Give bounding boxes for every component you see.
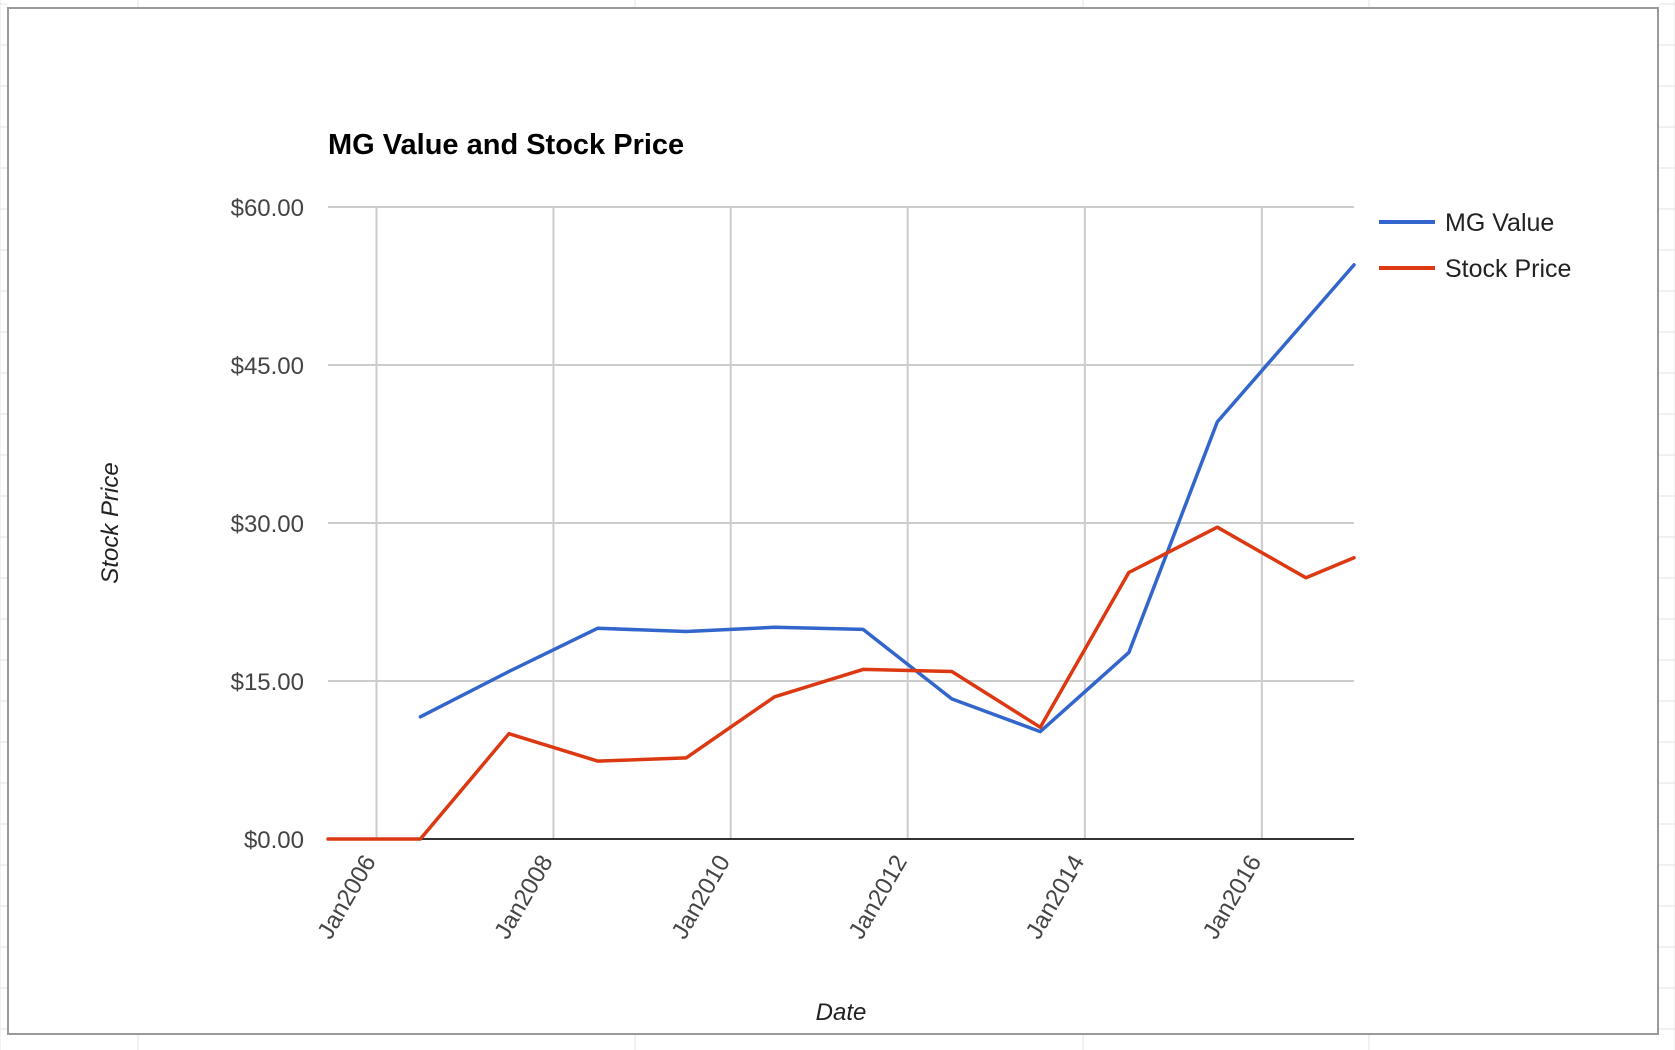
chart-container[interactable]: $0.00 $15.00 $30.00 $45.00 $60.00 Jan2006 Jan2… [7,7,1659,1035]
chart-title: MG Value and Stock Price [328,129,684,161]
line-chart: $0.00 $15.00 $30.00 $45.00 $60.00 Jan2006 Jan2… [97,129,1571,1026]
x-tick-label: Jan2008 [489,851,558,944]
y-tick-label: $45.00 [231,353,304,380]
x-tick-label: Jan2006 [312,851,381,944]
chart-gridlines [328,206,1354,840]
legend-entry-label: Stock Price [1445,255,1571,283]
y-tick-label: $15.00 [231,669,304,696]
x-tick-label: Jan2012 [843,851,912,944]
chart-series [326,263,1356,841]
chart-legend[interactable]: MG Value Stock Price [1379,209,1571,283]
y-tick-label: $30.00 [231,511,304,538]
y-axis-title: Stock Price [97,462,124,583]
x-axis-title: Date [816,999,867,1026]
x-tick-label: Jan2014 [1021,851,1090,944]
y-tick-label: $60.00 [231,195,304,222]
chart-labels: $0.00 $15.00 $30.00 $45.00 $60.00 Jan2006 Jan2… [97,129,1267,1026]
x-tick-label: Jan2016 [1198,851,1267,944]
y-tick-label: $0.00 [244,827,304,854]
series-line-mg-value [418,263,1356,734]
legend-entry-label: MG Value [1445,209,1554,237]
x-tick-label: Jan2010 [666,851,735,944]
series-line-stock-price [326,525,1356,841]
